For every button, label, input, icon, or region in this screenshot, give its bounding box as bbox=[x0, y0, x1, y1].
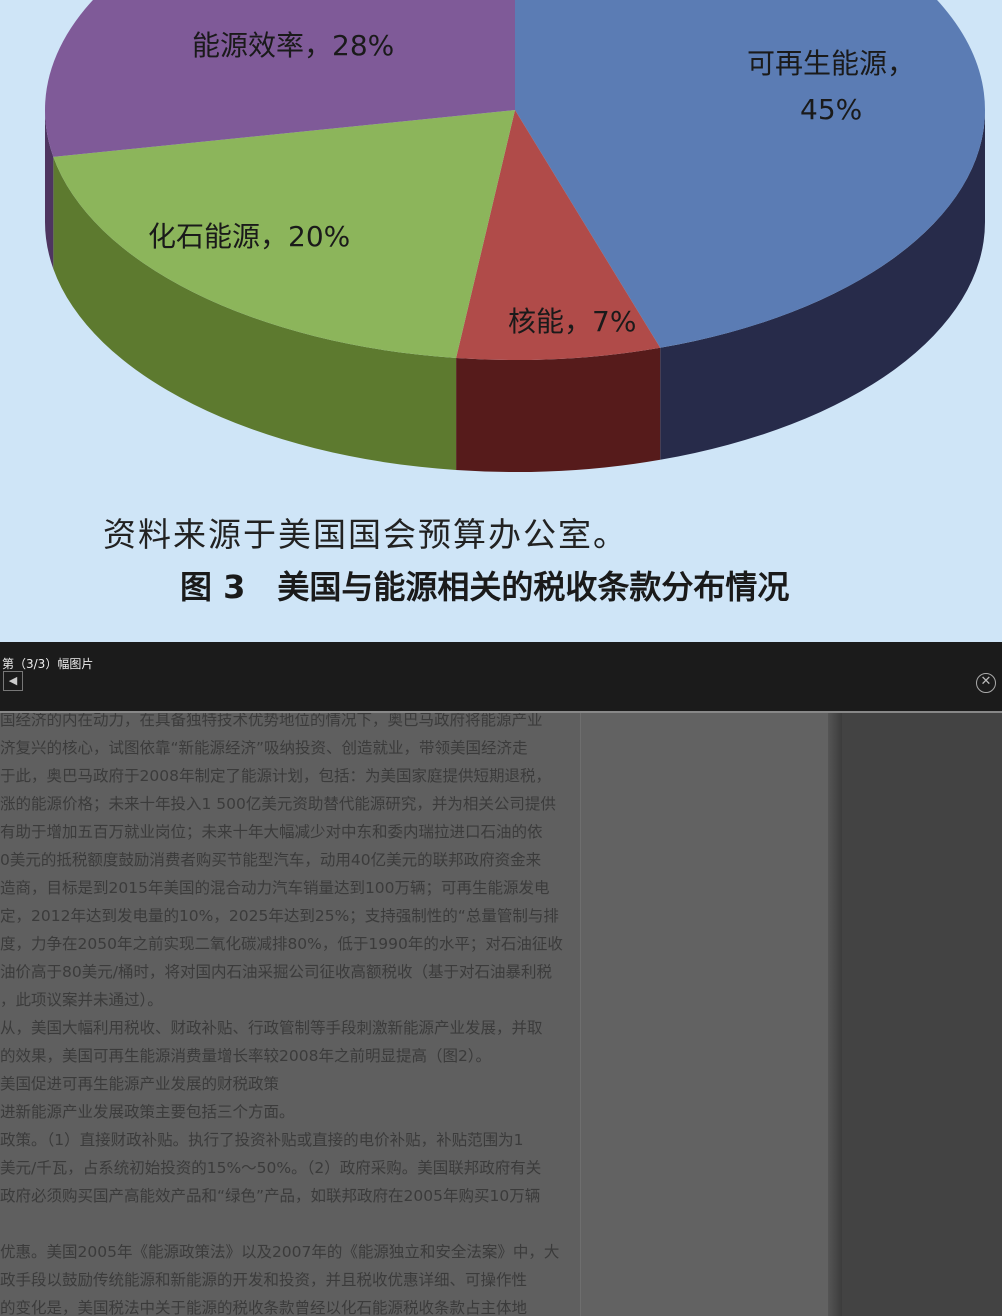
image-counter: 第（3/3）幅图片 bbox=[2, 657, 94, 671]
label-fossil: 化石能源，20% bbox=[148, 220, 351, 253]
label-efficiency: 能源效率，28% bbox=[192, 29, 395, 62]
pie-chart bbox=[45, 0, 985, 473]
figure-source: 资料来源于美国国会预算办公室。 bbox=[103, 515, 628, 554]
viewer-toolbar: 第（3/3）幅图片 bbox=[0, 642, 1002, 713]
pie-slice-0 bbox=[515, 0, 985, 348]
document-line: 0美元的抵税额度鼓励消费者购买节能型汽车，动用40亿美元的联邦政府资金来 bbox=[0, 851, 542, 869]
page-shadow bbox=[828, 713, 842, 1316]
document-line: 进新能源产业发展政策主要包括三个方面。 bbox=[0, 1103, 295, 1121]
document-line: 的效果，美国可再生能源消费量增长率较2008年之前明显提高（图2）。 bbox=[0, 1047, 492, 1065]
document-line: 美元/千瓦，占系统初始投资的15%～50%。（2）政府采购。美国联邦政府有关 bbox=[0, 1159, 542, 1177]
background-panel bbox=[842, 713, 1002, 1316]
pie-slice-3 bbox=[45, 0, 515, 157]
document-line: 国经济的内在动力，在具备独特技术优势地位的情况下，奥巴马政府将能源产业 bbox=[0, 713, 543, 729]
pie-side-0 bbox=[660, 110, 985, 460]
document-line: 从，美国大幅利用税收、财政补贴、行政管制等手段刺激新能源产业发展，并取 bbox=[0, 1019, 543, 1037]
document-line: 济复兴的核心，试图依靠“新能源经济”吸纳投资、创造就业，带领美国经济走 bbox=[0, 739, 528, 757]
close-icon: ✕ bbox=[980, 674, 992, 689]
chevron-left-icon: ◀ bbox=[8, 674, 18, 687]
document-line: 有助于增加五百万就业岗位；未来十年大幅减少对中东和委内瑞拉进口石油的依 bbox=[0, 823, 543, 841]
document-line: 优惠。美国2005年《能源政策法》以及2007年的《能源独立和安全法案》中，大 bbox=[0, 1243, 560, 1261]
document-line: 政策。（1）直接财政补贴。执行了投资补贴或直接的电价补贴，补贴范围为1 bbox=[0, 1131, 524, 1149]
viewer-image: 可再生能源， 45% 核能，7% 化石能源，20% 能源效率，28% 资料来源于… bbox=[0, 0, 1002, 642]
pie-slice-1 bbox=[456, 110, 661, 361]
close-viewer-button[interactable]: ✕ bbox=[976, 673, 996, 693]
document-margin bbox=[580, 713, 829, 1316]
label-renewable-value: 45% bbox=[800, 93, 863, 126]
document-line: 造商，目标是到2015年美国的混合动力汽车销量达到100万辆；可再生能源发电 bbox=[0, 879, 550, 897]
document-line: 于此，奥巴马政府于2008年制定了能源计划，包括：为美国家庭提供短期退税， bbox=[0, 767, 551, 785]
pie-slice-2 bbox=[53, 110, 516, 359]
label-renewable: 可再生能源， bbox=[747, 47, 916, 80]
prev-image-button[interactable]: ◀ bbox=[3, 671, 23, 691]
pie-side-1 bbox=[456, 347, 661, 473]
document-line: 政府必须购买国产高能效产品和“绿色”产品，如联邦政府在2005年购买10万辆 bbox=[0, 1187, 541, 1205]
document-line: 涨的能源价格；未来十年投入1 500亿美元资助替代能源研究，并为相关公司提供 bbox=[0, 795, 556, 813]
document-line: 美国促进可再生能源产业发展的财税政策 bbox=[0, 1075, 280, 1093]
document-line: 油价高于80美元/桶时，将对国内石油采掘公司征收高额税收（基于对石油暴利税 bbox=[0, 963, 552, 981]
document-text: 国经济的内在动力，在具备独特技术优势地位的情况下，奥巴马政府将能源产业 济复兴的核… bbox=[0, 713, 580, 1316]
figure-caption: 图 3 美国与能源相关的税收条款分布情况 bbox=[180, 568, 790, 606]
document-line: 定，2012年达到发电量的10%，2025年达到25%；支持强制性的“总量管制与… bbox=[0, 907, 559, 925]
document-line: 政手段以鼓励传统能源和新能源的开发和投资，并且税收优惠详细、可操作性 bbox=[0, 1271, 528, 1289]
pie-side-3 bbox=[45, 110, 54, 269]
pie-side-2 bbox=[53, 156, 457, 471]
document-line: 度，力争在2050年之前实现二氧化碳减排80%，低于1990年的水平；对石油征收 bbox=[0, 935, 563, 953]
document-line: 的变化是，美国税法中关于能源的税收条款曾经以化石能源税收条款占主体地 bbox=[0, 1299, 528, 1316]
document-line: ，此项议案并未通过）。 bbox=[0, 991, 163, 1009]
label-nuclear: 核能，7% bbox=[508, 305, 637, 338]
